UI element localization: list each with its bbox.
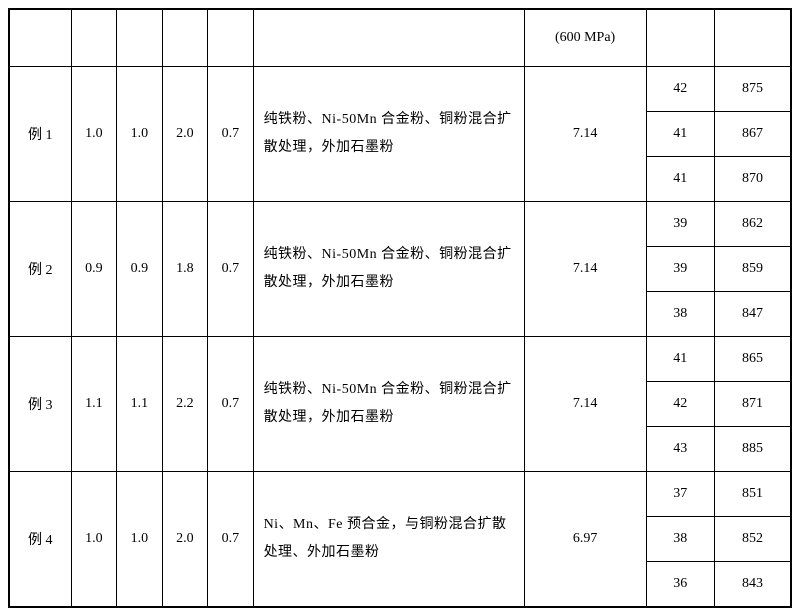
cell-density: 7.14	[524, 202, 646, 337]
table-body: (600 MPa) 例 1 1.0 1.0 2.0 0.7 纯铁粉、Ni-50M…	[9, 9, 791, 607]
cell-a: 41	[646, 157, 714, 202]
cell-a: 42	[646, 382, 714, 427]
cell-c4: 0.7	[208, 202, 254, 337]
cell-c3: 2.0	[162, 472, 208, 608]
cell-density: 7.14	[524, 337, 646, 472]
cell-a: 39	[646, 247, 714, 292]
data-table: (600 MPa) 例 1 1.0 1.0 2.0 0.7 纯铁粉、Ni-50M…	[8, 8, 792, 608]
cell-c4: 0.7	[208, 67, 254, 202]
cell-desc: 纯铁粉、Ni-50Mn 合金粉、铜粉混合扩散处理，外加石墨粉	[253, 67, 524, 202]
cell-label: 例 2	[9, 202, 71, 337]
table-row: 例 3 1.1 1.1 2.2 0.7 纯铁粉、Ni-50Mn 合金粉、铜粉混合…	[9, 337, 791, 382]
cell-b: 851	[714, 472, 791, 517]
cell-a: 43	[646, 427, 714, 472]
hdr-col-7	[646, 9, 714, 67]
cell-a: 36	[646, 562, 714, 608]
cell-c2: 1.0	[117, 67, 163, 202]
cell-b: 865	[714, 337, 791, 382]
cell-label: 例 3	[9, 337, 71, 472]
cell-desc: 纯铁粉、Ni-50Mn 合金粉、铜粉混合扩散处理，外加石墨粉	[253, 337, 524, 472]
cell-c1: 1.0	[71, 472, 117, 608]
cell-b: 859	[714, 247, 791, 292]
cell-b: 871	[714, 382, 791, 427]
cell-c3: 2.2	[162, 337, 208, 472]
cell-c1: 0.9	[71, 202, 117, 337]
cell-label: 例 4	[9, 472, 71, 608]
cell-a: 42	[646, 67, 714, 112]
cell-c4: 0.7	[208, 472, 254, 608]
cell-b: 862	[714, 202, 791, 247]
cell-desc: 纯铁粉、Ni-50Mn 合金粉、铜粉混合扩散处理，外加石墨粉	[253, 202, 524, 337]
cell-b: 870	[714, 157, 791, 202]
table-row: 例 2 0.9 0.9 1.8 0.7 纯铁粉、Ni-50Mn 合金粉、铜粉混合…	[9, 202, 791, 247]
table-row: 例 1 1.0 1.0 2.0 0.7 纯铁粉、Ni-50Mn 合金粉、铜粉混合…	[9, 67, 791, 112]
hdr-col-5	[253, 9, 524, 67]
hdr-pressure: (600 MPa)	[524, 9, 646, 67]
cell-c4: 0.7	[208, 337, 254, 472]
hdr-col-4	[208, 9, 254, 67]
cell-c3: 2.0	[162, 67, 208, 202]
hdr-col-0	[9, 9, 71, 67]
cell-a: 41	[646, 112, 714, 157]
cell-b: 867	[714, 112, 791, 157]
cell-density: 6.97	[524, 472, 646, 608]
hdr-col-1	[71, 9, 117, 67]
cell-a: 38	[646, 517, 714, 562]
cell-b: 852	[714, 517, 791, 562]
hdr-col-2	[117, 9, 163, 67]
cell-a: 41	[646, 337, 714, 382]
cell-desc: Ni、Mn、Fe 预合金，与铜粉混合扩散处理、外加石墨粉	[253, 472, 524, 608]
cell-label: 例 1	[9, 67, 71, 202]
cell-c1: 1.1	[71, 337, 117, 472]
cell-density: 7.14	[524, 67, 646, 202]
cell-c2: 1.0	[117, 472, 163, 608]
table-row: 例 4 1.0 1.0 2.0 0.7 Ni、Mn、Fe 预合金，与铜粉混合扩散…	[9, 472, 791, 517]
cell-b: 875	[714, 67, 791, 112]
cell-a: 39	[646, 202, 714, 247]
cell-b: 843	[714, 562, 791, 608]
hdr-col-8	[714, 9, 791, 67]
header-row: (600 MPa)	[9, 9, 791, 67]
cell-b: 885	[714, 427, 791, 472]
cell-c2: 1.1	[117, 337, 163, 472]
cell-a: 37	[646, 472, 714, 517]
cell-c3: 1.8	[162, 202, 208, 337]
hdr-col-3	[162, 9, 208, 67]
cell-a: 38	[646, 292, 714, 337]
cell-c1: 1.0	[71, 67, 117, 202]
cell-c2: 0.9	[117, 202, 163, 337]
cell-b: 847	[714, 292, 791, 337]
